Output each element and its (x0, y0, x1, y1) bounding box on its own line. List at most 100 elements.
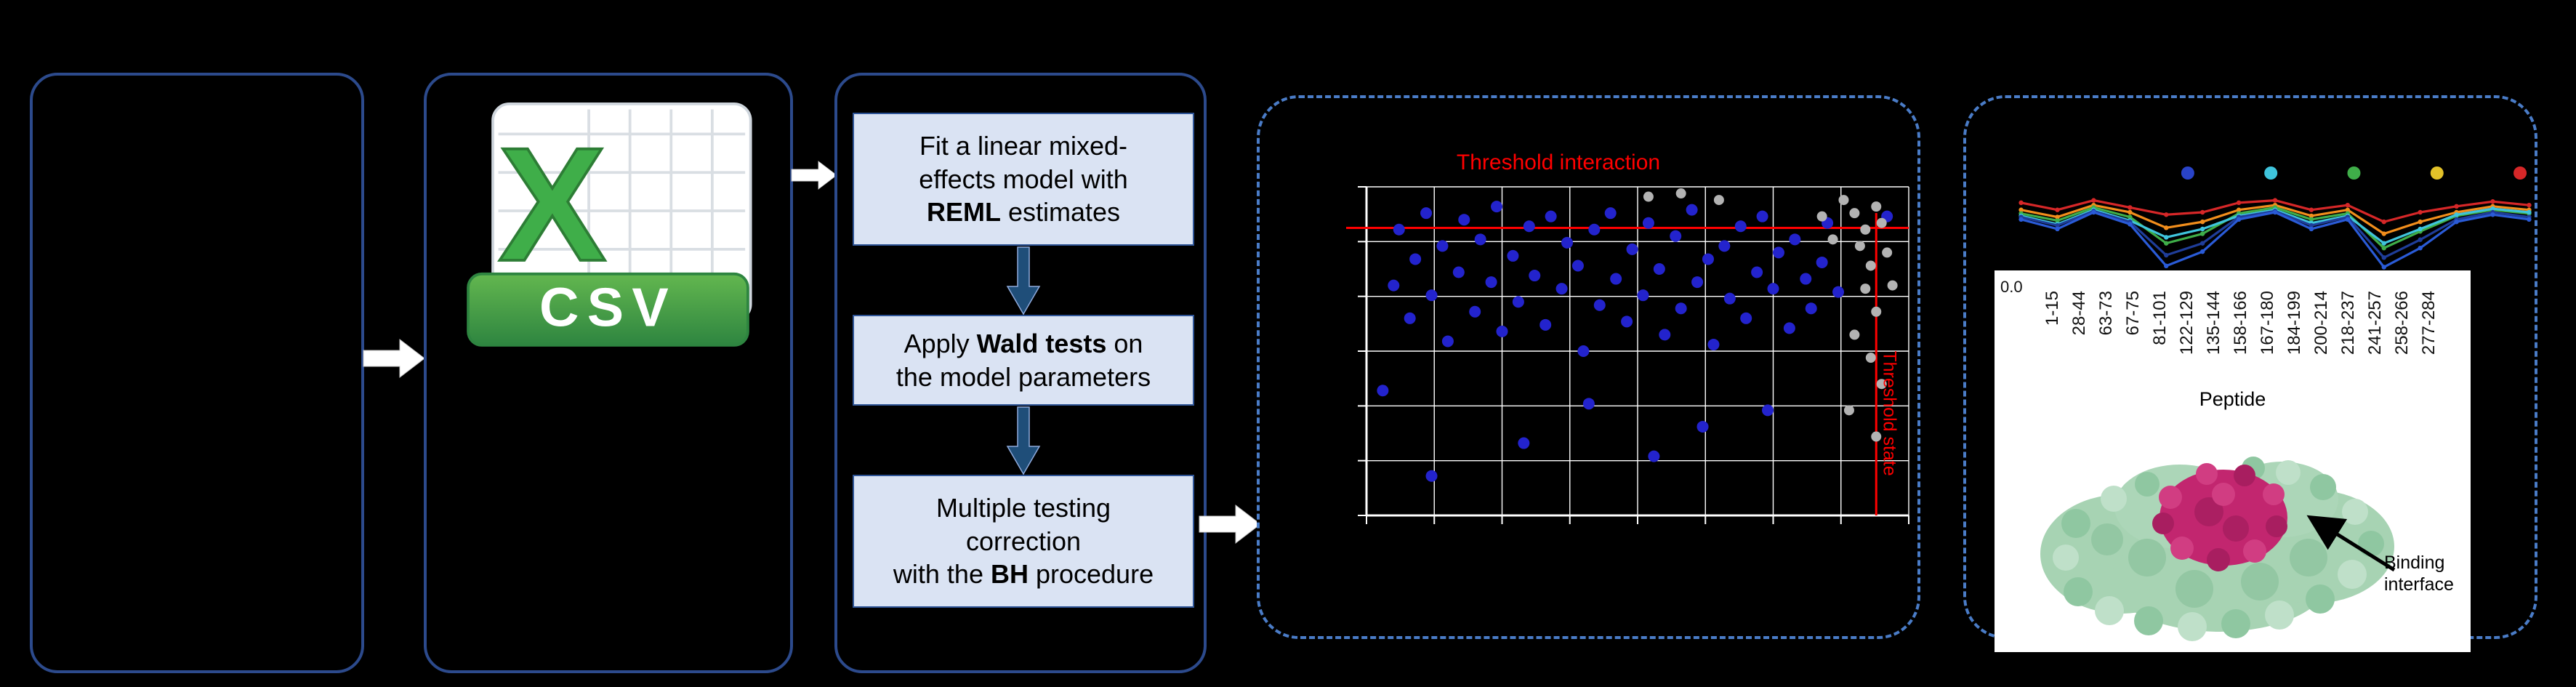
data-point (1772, 246, 1784, 259)
data-point (1582, 398, 1595, 410)
data-point (1441, 335, 1454, 347)
data-point (1643, 191, 1654, 202)
flow-arrow-3-icon (1199, 504, 1261, 545)
legend-dot (2181, 166, 2194, 180)
binding-interface-arrow-icon (2306, 515, 2396, 572)
y-axis-tick: 0.0 (2000, 278, 2023, 296)
data-point (1626, 243, 1638, 255)
binding-interface-region (2152, 463, 2287, 571)
data-point (1659, 329, 1671, 341)
data-point (1436, 240, 1449, 252)
data-point (1485, 276, 1497, 289)
data-point (1849, 208, 1860, 219)
peptide-tick-label: 81-101 (2150, 291, 2170, 345)
peptide-tick-label: 167-180 (2258, 291, 2277, 355)
flow-arrow-1-icon (363, 338, 425, 379)
data-point (1588, 223, 1601, 236)
data-point (1762, 404, 1774, 417)
data-point (1507, 249, 1519, 262)
peptide-panel: 0.0 1-15 28-44 63-73 67-75 81-101 122-129 135-… (1995, 270, 2471, 652)
peptide-tick-label: 200-214 (2311, 291, 2331, 355)
data-point (1882, 247, 1893, 258)
data-point (1723, 292, 1736, 305)
data-point (1377, 385, 1389, 397)
data-point (1860, 284, 1871, 294)
data-point (1388, 279, 1400, 292)
data-point (1425, 289, 1438, 302)
peptide-tick-label: 67-75 (2123, 291, 2143, 336)
data-point (1871, 201, 1882, 212)
data-point (1827, 234, 1838, 245)
data-point (1756, 210, 1768, 222)
csv-banner (467, 272, 749, 347)
peptide-axis-title: Peptide (2199, 388, 2266, 410)
data-point (1876, 379, 1887, 390)
data-point (1767, 283, 1779, 295)
data-point (1648, 450, 1660, 462)
protein-structure-image (2040, 457, 2394, 641)
data-point (1871, 431, 1882, 442)
data-point (1718, 240, 1731, 252)
data-point (1539, 318, 1552, 331)
data-point (1474, 233, 1486, 246)
excel-x-logo: X (499, 114, 606, 295)
data-point (1843, 405, 1854, 416)
data-point (1887, 280, 1898, 291)
data-point (1561, 236, 1574, 249)
input-data-box (30, 73, 364, 673)
peptide-tick-label: 135-144 (2204, 291, 2223, 355)
data-point (1800, 273, 1812, 285)
step-wald-text: Apply Wald tests on the model parameters (895, 329, 1151, 392)
data-point (1751, 266, 1763, 278)
peptide-tick-label: 158-166 (2231, 291, 2250, 355)
peptide-tick-label: 218-237 (2338, 291, 2358, 355)
data-point (1604, 207, 1617, 220)
csv-input-box: X CSV (424, 73, 793, 673)
data-point (1670, 230, 1682, 242)
data-point (1593, 299, 1606, 311)
volcano-panel: Threshold interaction Threshold state (1257, 95, 1920, 639)
data-point (1393, 223, 1405, 236)
data-point (1409, 253, 1422, 265)
down-arrow-1-icon (1006, 246, 1041, 316)
data-point (1816, 211, 1827, 222)
volcano-scatter-chart (1346, 186, 1909, 524)
data-point (1491, 201, 1503, 213)
data-point (1653, 263, 1665, 275)
peptide-tick-label: 1-15 (2042, 291, 2062, 326)
step-bh-text: Multiple testing correction with the BH … (893, 493, 1154, 590)
peptide-tick-label: 63-73 (2096, 291, 2116, 336)
data-point (1816, 256, 1828, 268)
data-point (1523, 220, 1535, 233)
results-panel: 0.0 1-15 28-44 63-73 67-75 81-101 122-129 135-… (1963, 95, 2537, 652)
data-point (1854, 241, 1865, 252)
data-point (1529, 270, 1541, 282)
data-point (1452, 266, 1465, 278)
csv-label: CSV (539, 277, 677, 338)
data-point (1420, 207, 1433, 220)
data-point (1458, 214, 1470, 226)
data-point (1789, 233, 1801, 246)
volcano-right-axis-label: Threshold state (1879, 350, 1900, 476)
csv-file-icon: X CSV (467, 103, 752, 347)
step-reml-text: Fit a linear mixed- effects model with R… (919, 131, 1128, 228)
data-point (1838, 195, 1849, 206)
data-point (1425, 470, 1438, 482)
legend-dot (2347, 166, 2361, 180)
data-point (1832, 286, 1845, 298)
peptide-tick-label: 184-199 (2285, 291, 2304, 355)
data-point (1696, 420, 1709, 433)
peptide-tick-label: 122-129 (2177, 291, 2197, 355)
peptide-tick-label: 258-266 (2392, 291, 2412, 355)
data-point (1865, 353, 1876, 363)
data-point (1675, 188, 1686, 199)
data-point (1571, 260, 1584, 272)
data-point (1686, 204, 1698, 216)
data-point (1675, 302, 1687, 315)
data-point (1555, 283, 1568, 295)
data-point (1642, 217, 1654, 229)
data-point (1610, 273, 1622, 285)
data-point (1518, 437, 1530, 449)
volcano-title: Threshold interaction (1456, 150, 1661, 174)
